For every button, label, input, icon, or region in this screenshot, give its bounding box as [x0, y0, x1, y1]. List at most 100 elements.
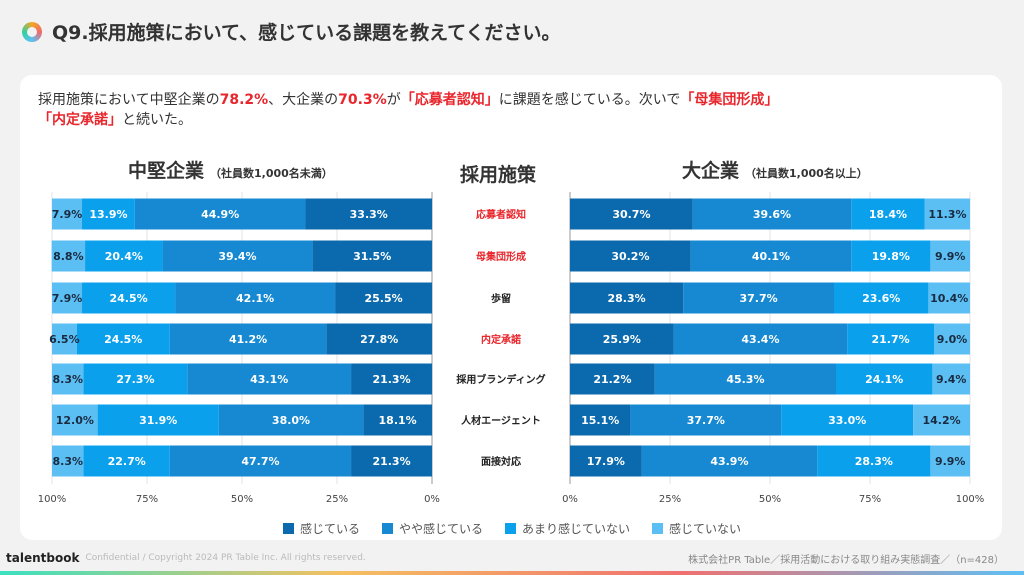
panel-title: 大企業: [682, 160, 740, 182]
category-label: 応募者認知: [476, 208, 526, 221]
legend-label: 感じている: [299, 522, 360, 536]
data-label: 39.4%: [218, 250, 256, 263]
data-label: 6.5%: [49, 333, 80, 346]
data-label: 25.5%: [364, 292, 402, 305]
bar-segment: [175, 282, 336, 314]
data-label: 8.3%: [53, 455, 84, 468]
bar-segment: [169, 323, 327, 355]
category-label: 人材エージェント: [461, 414, 541, 427]
data-label: 19.8%: [872, 250, 910, 263]
lead-part: に課題を感じている。次いで: [498, 92, 681, 108]
bar-segment: [218, 404, 364, 436]
bar-segment: [52, 445, 84, 477]
tick-label: 100%: [956, 494, 985, 505]
legend-item: 感じていない: [652, 520, 741, 537]
page-title: Q9.採用施策において、感じている課題を教えてください。: [22, 18, 561, 45]
bar-segment: [83, 445, 170, 477]
legend-label: あまり感じていない: [522, 522, 631, 536]
legend-item: あまり感じていない: [505, 520, 630, 537]
data-label: 9.4%: [936, 373, 967, 386]
data-label: 14.2%: [923, 414, 961, 427]
panel-title-right: 大企業 （社員数1,000名以上）: [682, 156, 868, 183]
data-label: 33.3%: [350, 208, 388, 221]
category-label: 採用ブランディング: [456, 373, 545, 386]
data-label: 18.4%: [869, 208, 907, 221]
bar-segment: [570, 240, 691, 272]
lead-value: 78.2%: [219, 92, 269, 108]
data-label: 38.0%: [272, 414, 310, 427]
bar-segment: [690, 240, 852, 272]
tick-label: 25%: [326, 494, 348, 505]
data-label: 43.4%: [741, 333, 779, 346]
legend-label: 感じていない: [669, 522, 742, 536]
bar-segment: [930, 240, 970, 272]
bar-segment: [683, 282, 834, 314]
data-label: 18.1%: [379, 414, 417, 427]
tick-label: 75%: [136, 494, 158, 505]
bar-segment: [335, 282, 432, 314]
legend-swatch: [381, 523, 393, 534]
bar-segment: [85, 240, 163, 272]
logo-ring-icon: [22, 21, 42, 42]
data-label: 40.1%: [752, 250, 790, 263]
data-label: 42.1%: [236, 292, 274, 305]
panel-subtitle: （社員数1,000名以上）: [745, 167, 868, 180]
bar-segment: [654, 363, 836, 395]
data-label: 28.3%: [855, 455, 893, 468]
bar-segment: [169, 445, 352, 477]
data-label: 41.2%: [229, 333, 267, 346]
data-label: 39.6%: [753, 208, 791, 221]
bar-segment: [930, 445, 970, 477]
tick-label: 50%: [231, 494, 253, 505]
copyright: Confidential / Copyright 2024 PR Table I…: [85, 553, 366, 563]
data-label: 22.7%: [108, 455, 146, 468]
data-label: 8.8%: [53, 250, 84, 263]
bar-segment: [312, 240, 432, 272]
bar-segment: [570, 445, 642, 477]
lead-keyword: 「母集団形成」: [680, 92, 779, 108]
data-label: 33.0%: [828, 414, 866, 427]
data-label: 20.4%: [105, 250, 143, 263]
data-label: 24.5%: [109, 292, 147, 305]
data-label: 43.9%: [710, 455, 748, 468]
data-label: 15.1%: [581, 414, 619, 427]
source-note: 株式会社PR Table／採用活動における取り組み実態調査／（n=428）: [688, 555, 1004, 566]
bar-segment: [836, 363, 933, 395]
legend-swatch: [652, 523, 664, 534]
bar-segment: [630, 404, 782, 436]
data-label: 47.7%: [241, 455, 279, 468]
bar-segment: [162, 240, 313, 272]
data-label: 30.7%: [612, 208, 650, 221]
bar-segment: [305, 198, 432, 230]
bar-segment: [932, 363, 970, 395]
data-label: 17.9%: [587, 455, 625, 468]
tick-label: 25%: [659, 494, 681, 505]
bar-segment: [781, 404, 914, 436]
bar-segment: [52, 282, 83, 314]
legend-label: やや感じている: [398, 522, 483, 536]
bar-segment: [363, 404, 432, 436]
bar-segment: [570, 404, 631, 436]
data-label: 21.2%: [593, 373, 631, 386]
lead-value: 70.3%: [338, 92, 387, 108]
data-label: 9.0%: [937, 333, 968, 346]
data-label: 24.1%: [865, 373, 903, 386]
bar-segment: [82, 198, 135, 230]
legend-swatch: [505, 523, 516, 534]
bar-segment: [570, 198, 693, 230]
tick-label: 0%: [562, 494, 578, 505]
bar-segment: [641, 445, 818, 477]
bar-segment: [847, 323, 934, 355]
lead-part: 、大企業の: [268, 92, 339, 108]
data-label: 23.6%: [862, 292, 900, 305]
bar-segment: [834, 282, 929, 314]
bar-segment: [817, 445, 931, 477]
bar-segment: [913, 404, 970, 436]
bar-segment: [934, 323, 970, 355]
tick-label: 100%: [38, 494, 67, 505]
bar-segment: [52, 404, 98, 436]
data-label: 44.9%: [201, 208, 239, 221]
bar-segment: [851, 198, 925, 230]
data-label: 10.4%: [930, 292, 968, 305]
bar-segment: [351, 363, 432, 395]
